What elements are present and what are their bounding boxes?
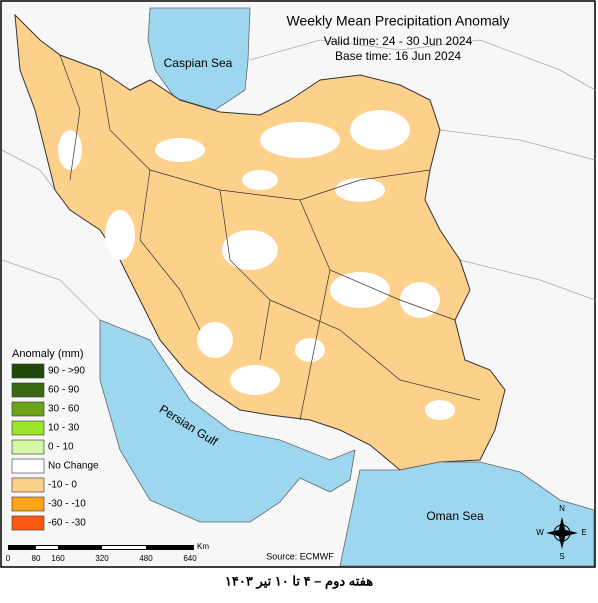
scale-bar-segment [102, 546, 146, 549]
legend-swatch [11, 496, 45, 512]
scale-label: 640 [183, 554, 197, 563]
compass-e: E [581, 528, 586, 537]
oman-sea [339, 461, 595, 567]
legend-swatch [11, 420, 45, 436]
legend-swatch [11, 382, 45, 398]
legend-title: Anomaly (mm) [12, 348, 84, 360]
legend-label: 0 - 10 [48, 442, 74, 453]
compass: N E S W [536, 504, 586, 561]
legend-label: 10 - 30 [48, 423, 80, 434]
compass-w: W [536, 528, 544, 537]
source: Source: ECMWF [266, 551, 334, 561]
scale-bar-segment [36, 546, 58, 549]
scale-label: 320 [95, 554, 109, 563]
scale-label: 160 [51, 554, 65, 563]
legend-label: -30 - -10 [48, 499, 86, 510]
legend-swatch [11, 515, 45, 531]
legend-swatch [11, 458, 45, 474]
caption: هفته دوم – ۴ تا ۱۰ تیر ۱۴۰۳ [225, 573, 373, 589]
compass-s: S [559, 552, 564, 561]
legend-swatch [11, 401, 45, 417]
oman-label: Oman Sea [426, 509, 484, 523]
caspian-label: Caspian Sea [164, 56, 233, 70]
legend-label: No Change [48, 461, 99, 472]
legend-swatch [11, 439, 45, 455]
base-time: Base time: 16 Jun 2024 [335, 49, 461, 63]
scale-label: 480 [139, 554, 153, 563]
no-change-areas [58, 110, 455, 420]
scale-bar [8, 545, 194, 550]
legend-label: -10 - 0 [48, 480, 77, 491]
legend-swatch [11, 363, 45, 379]
scale-label: 80 [32, 554, 41, 563]
legend-label: 30 - 60 [48, 404, 80, 415]
legend-label: 90 - >90 [48, 366, 85, 377]
province-borders [59, 54, 481, 421]
map-title: Weekly Mean Precipitation Anomaly [286, 13, 509, 29]
legend-label: 60 - 90 [48, 385, 80, 396]
scale-label: 0 [6, 554, 11, 563]
valid-time: Valid time: 24 - 30 Jun 2024 [324, 34, 473, 48]
persian-gulf [99, 319, 356, 523]
neighbor-borders [1, 39, 596, 321]
scale-unit: Km [197, 542, 209, 551]
legend-label: -60 - -30 [48, 518, 86, 529]
legend-swatch [11, 477, 45, 493]
compass-n: N [559, 504, 565, 513]
